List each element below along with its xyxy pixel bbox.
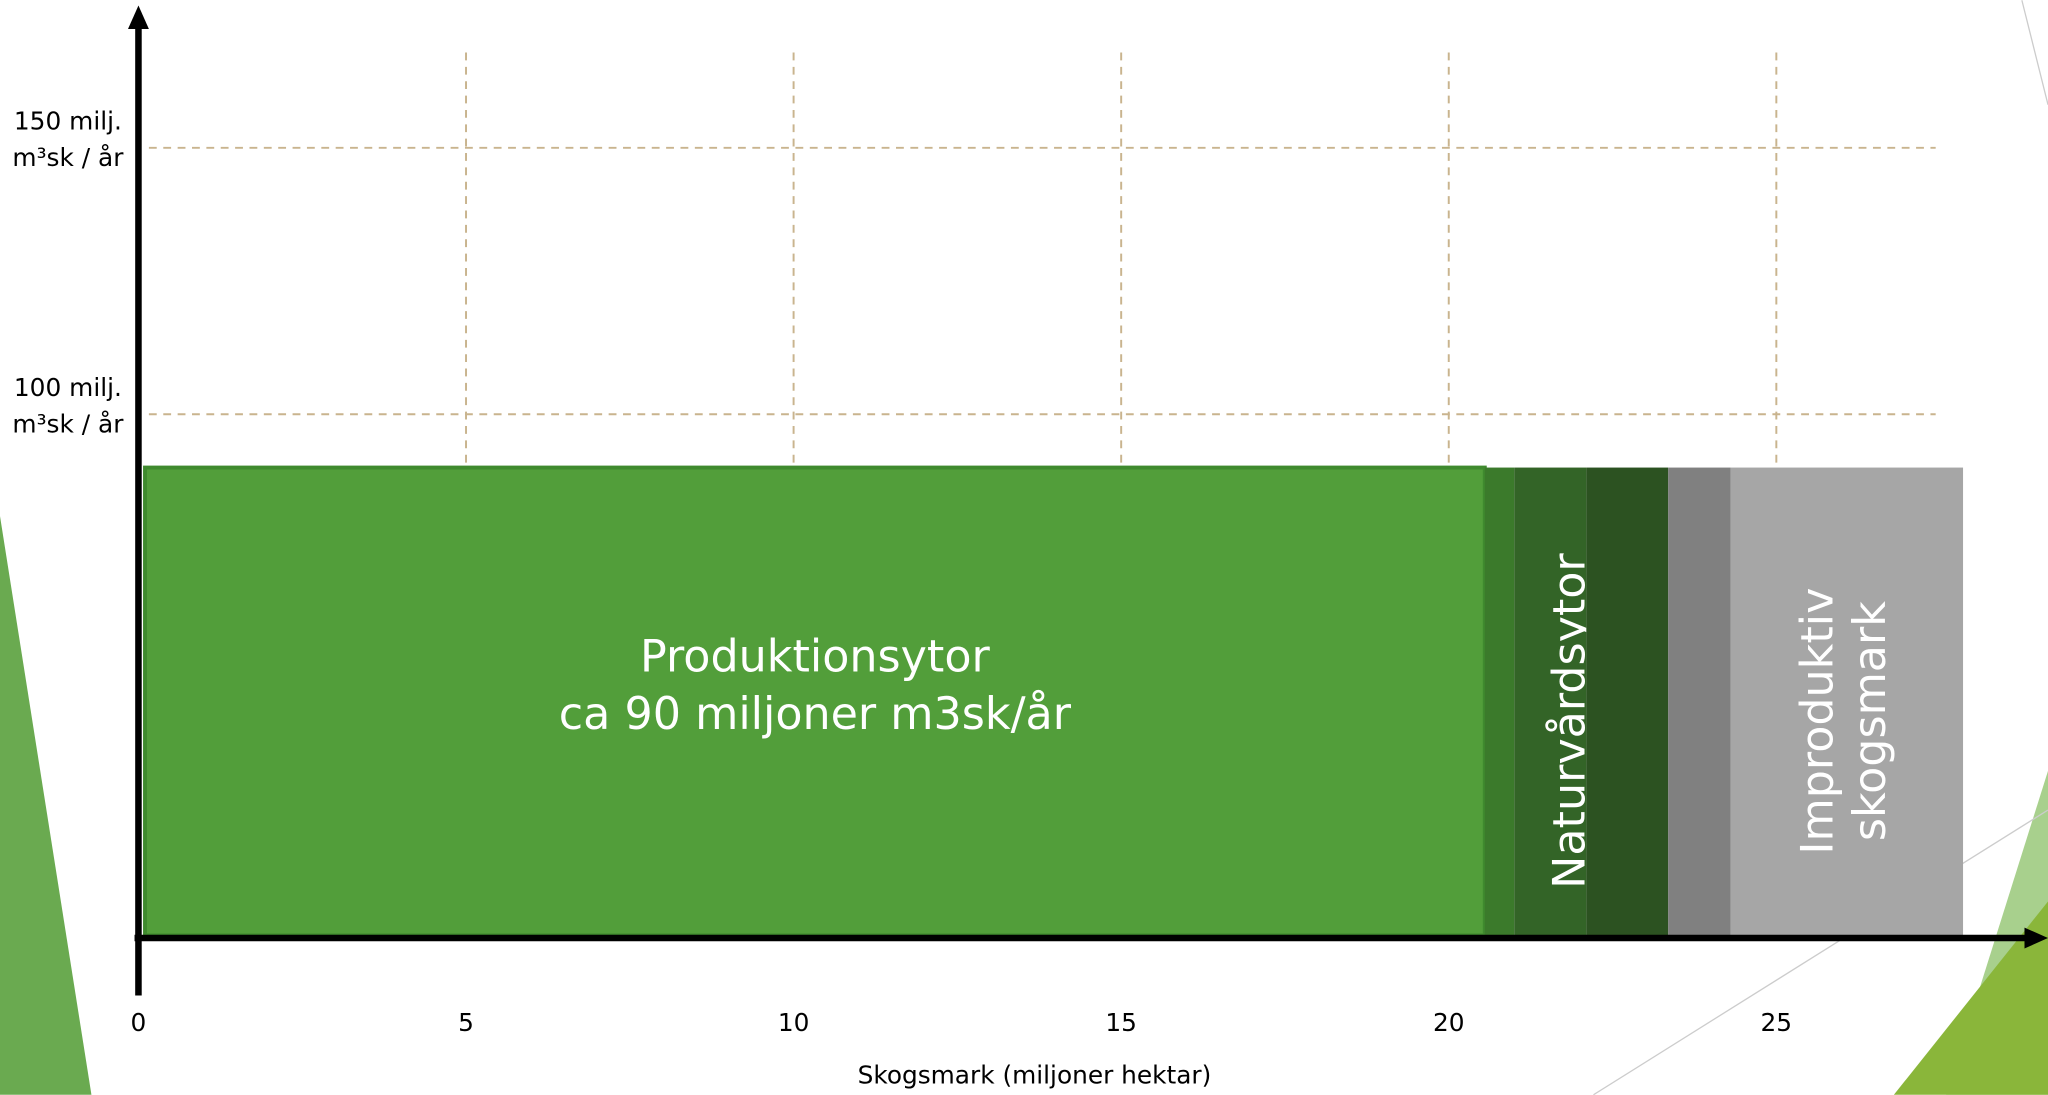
y-tick-label-box: 100 milj. m³sk / år [12,373,124,440]
bar-segment [1730,467,1964,936]
bar-label: ca 90 miljoner m3sk/år [559,689,1072,740]
bar-segment [1668,467,1731,936]
x-tick-label: 25 [1761,1008,1793,1037]
decor-left [0,516,92,1095]
bar-label-vertical: Improduktiv [1793,588,1844,855]
bar-label: Produktionsytor [640,632,990,683]
bar-segment [1484,467,1515,936]
bar-segment [1514,467,1587,936]
x-tick-label: 15 [1105,1008,1137,1037]
y-arrow [128,5,149,29]
x-axis-title: Skogsmark (miljoner hektar) [858,1060,1212,1089]
x-tick-label: 10 [778,1008,810,1037]
bar-segment [1586,467,1669,936]
x-tick-label: 0 [131,1008,147,1037]
decor-line [2021,0,2048,105]
x-tick-label: 20 [1433,1008,1465,1037]
y-tick-label: 100 milj. m³sk / år [12,373,124,440]
y-tick-label: 150 milj. m³sk / år [12,107,124,173]
x-tick-label: 5 [458,1008,474,1037]
x-arrow [2024,927,2048,949]
decor-line [1593,809,2048,1095]
y-tick-label-box: 150 milj. m³sk / år [12,107,124,173]
bar-label-vertical: skogsmark [1845,601,1896,841]
axes [128,5,2048,996]
